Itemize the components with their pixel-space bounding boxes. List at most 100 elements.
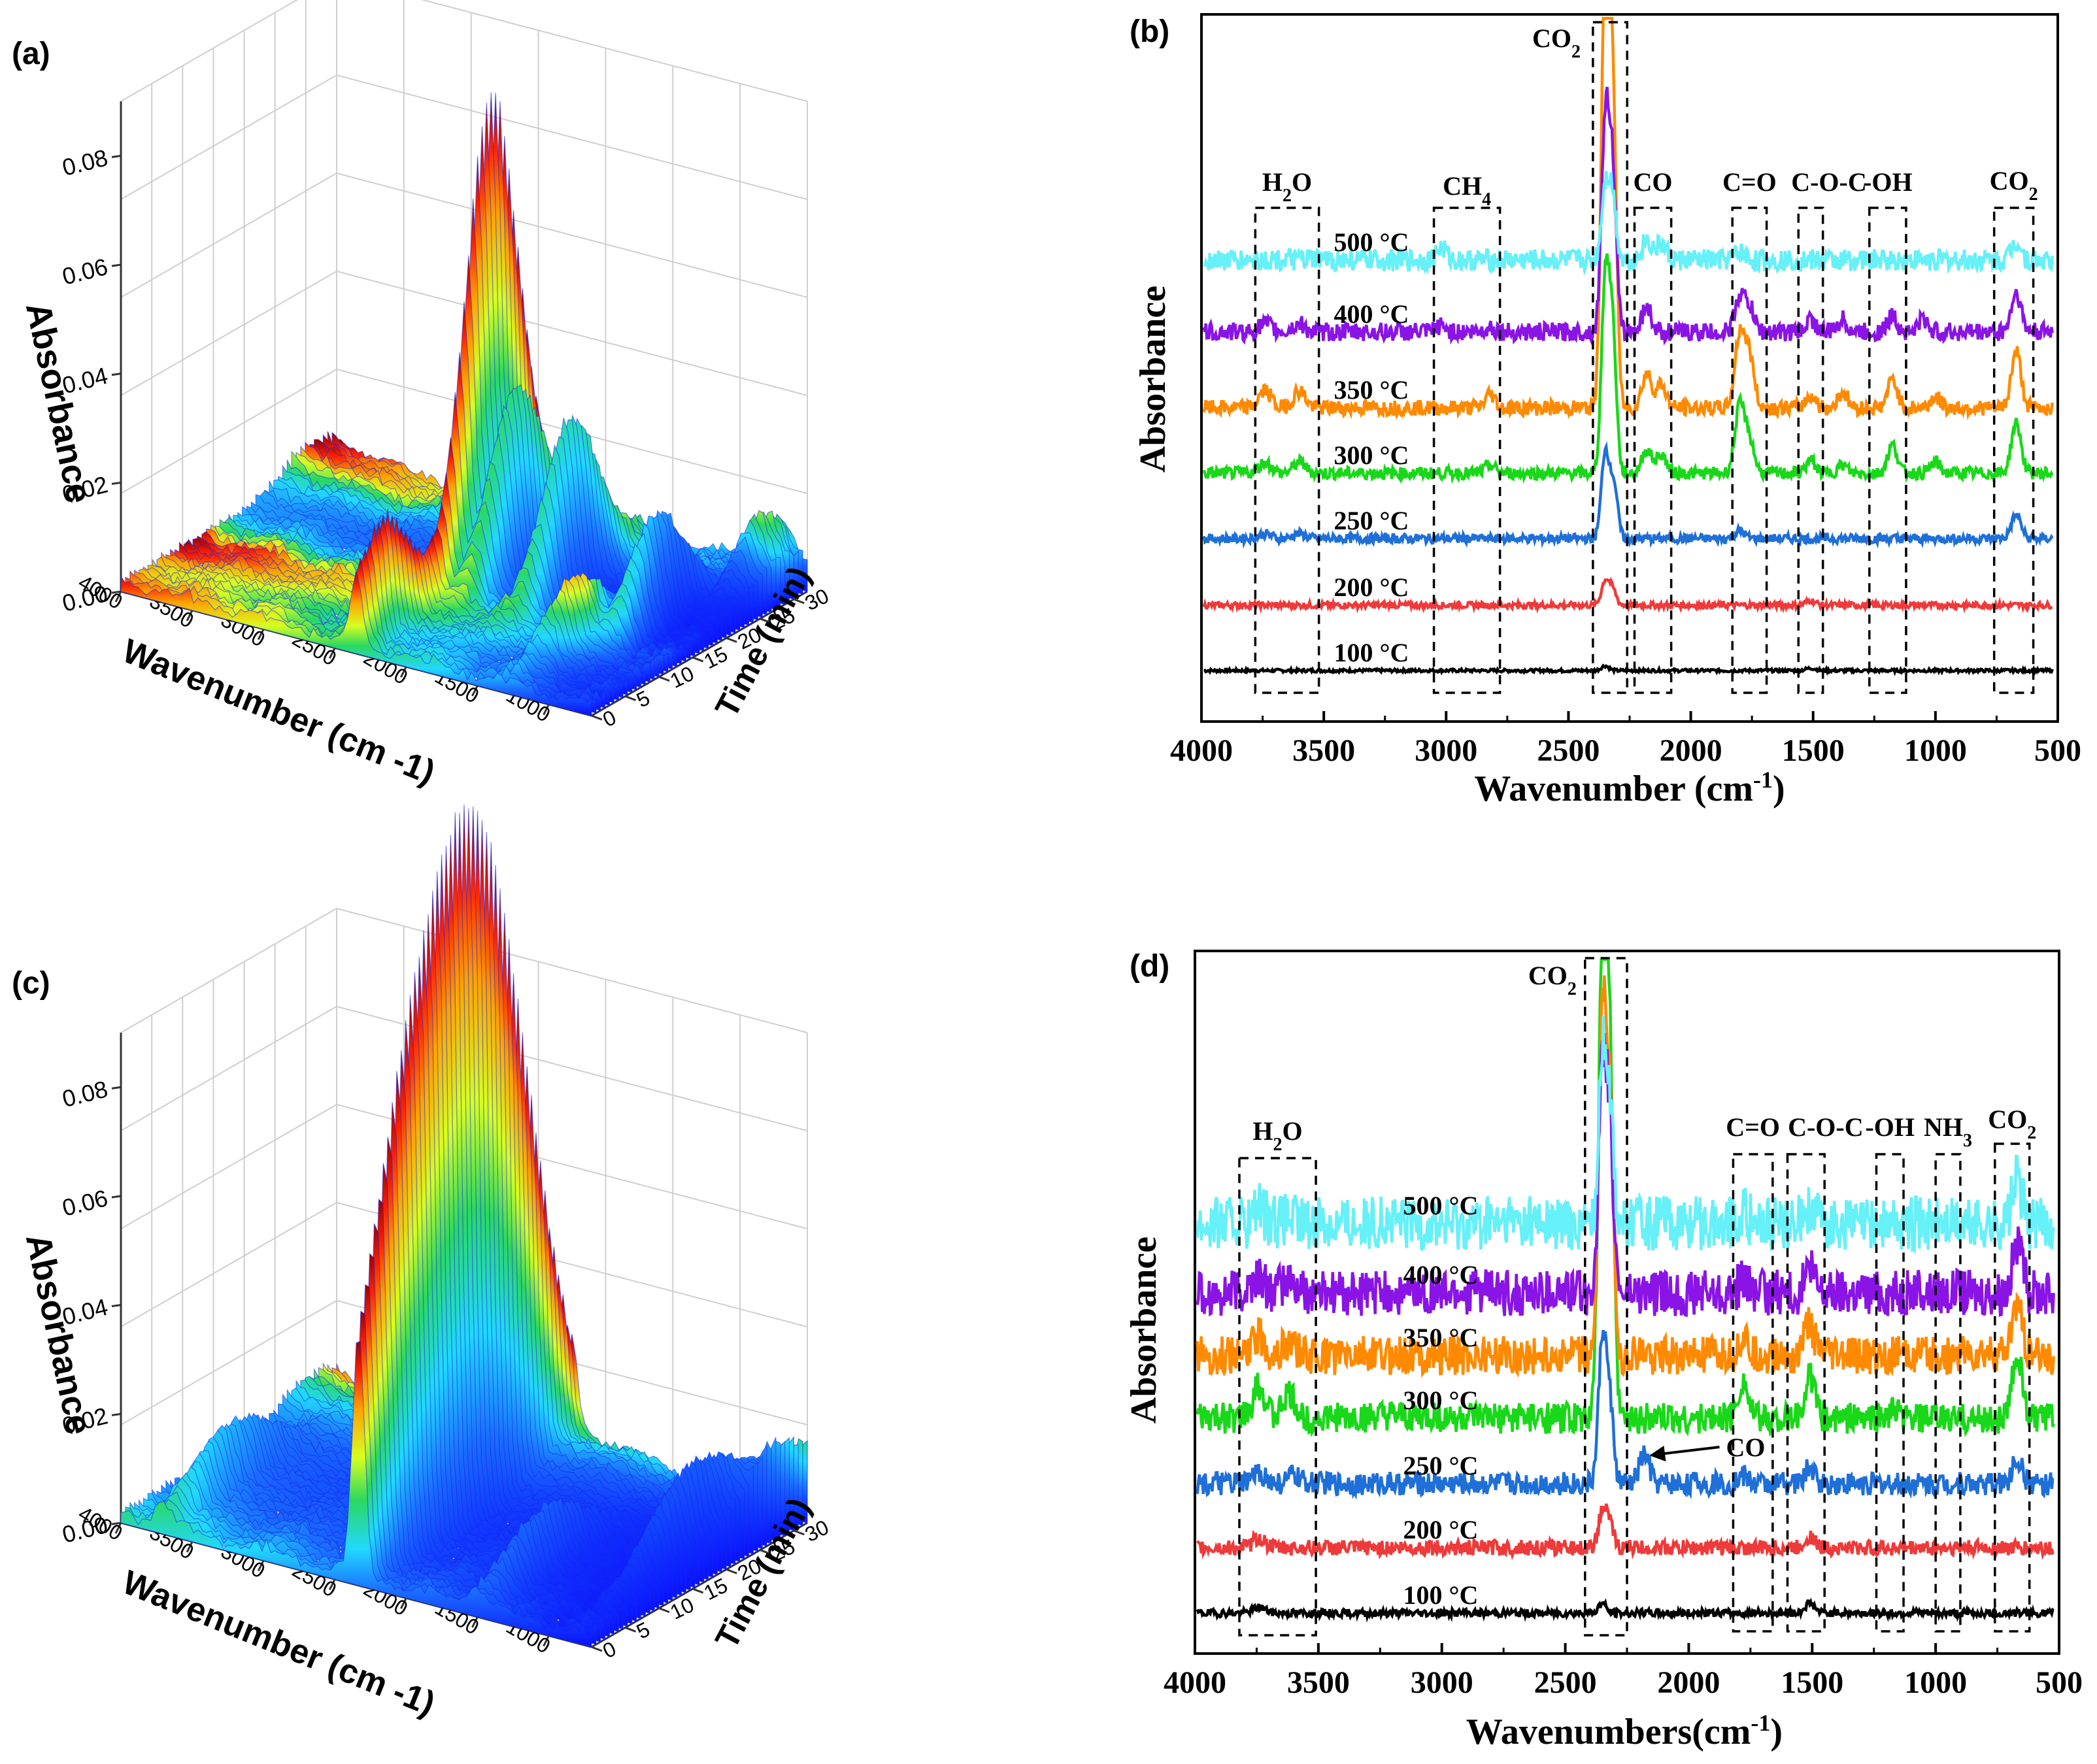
- region-box: [1633, 207, 1673, 694]
- x-tick-mark: [400, 1597, 407, 1609]
- grid-line: [120, 0, 299, 102]
- x-tick-mark: [400, 666, 407, 678]
- panel-b-y-axis-label: Absorbance: [1133, 286, 1173, 473]
- y-tick-mark: [793, 598, 805, 605]
- z-tick-label: 0.08: [59, 144, 110, 181]
- x-tick-mark: [471, 685, 478, 697]
- y-tick-label: 0: [599, 1637, 620, 1663]
- panel-b-x-ticks: 4000 3500 3000 2500 2000 1500 1000 500: [1170, 711, 2081, 768]
- z-tick-mark: [111, 1195, 122, 1199]
- grid-line: [120, 1104, 337, 1229]
- region-box: [1592, 21, 1629, 694]
- region-label: H2O: [1262, 167, 1312, 206]
- y-tick-mark: [726, 637, 737, 643]
- y-tick-mark: [658, 676, 670, 682]
- panel-a-surface: [120, 92, 808, 716]
- y-tick-mark: [658, 1607, 670, 1614]
- temperature-label: 300 °C: [1334, 441, 1409, 470]
- z-tick-label: 0.06: [59, 253, 110, 290]
- temperature-label: 200 °C: [1403, 1515, 1479, 1544]
- z-tick-mark: [111, 154, 122, 158]
- x-tick-label: 3000: [1411, 1665, 1473, 1700]
- x-tick-label: 3500: [1292, 733, 1355, 768]
- y-tick-label: 0: [599, 705, 620, 731]
- y-tick-mark: [726, 1568, 737, 1574]
- x-tick-label: 2000: [1660, 733, 1722, 768]
- grid-line: [120, 908, 337, 1033]
- grid-line: [120, 75, 337, 200]
- grid-line: [120, 1006, 337, 1131]
- region-label: CO2: [1988, 1105, 2036, 1143]
- region-label: C=O: [1726, 1112, 1780, 1142]
- region-label: -OH: [1865, 1112, 1915, 1142]
- spectrum-line-200c: [1196, 1503, 2055, 1561]
- temperature-label: 250 °C: [1334, 506, 1409, 535]
- z-tick-mark: [111, 1304, 122, 1308]
- x-tick-label: 2000: [1657, 1665, 1720, 1700]
- x-tick-label: 1500: [1781, 1665, 1843, 1700]
- temperature-label: 500 °C: [1403, 1191, 1479, 1220]
- temperature-label: 500 °C: [1334, 227, 1409, 257]
- z-tick-label: 0.06: [59, 1184, 110, 1222]
- region-box: [1868, 207, 1907, 694]
- grid-line: [120, 173, 337, 298]
- region-box: [1994, 1142, 2031, 1633]
- y-tick-mark: [591, 1646, 603, 1652]
- x-tick-mark: [257, 1559, 265, 1572]
- x-tick-label: 500: [2034, 733, 2081, 768]
- region-label: C-O-C: [1788, 1112, 1864, 1142]
- x-tick-mark: [328, 647, 336, 659]
- temperature-label: 300 °C: [1403, 1386, 1479, 1415]
- surface-strip: [120, 1340, 592, 1648]
- x-tick-mark: [257, 628, 265, 641]
- grid-line: [120, 1202, 337, 1327]
- y-tick-mark: [692, 1588, 704, 1594]
- co-arrow-label: CO: [1726, 1433, 1765, 1462]
- x-tick-mark: [328, 1578, 336, 1591]
- grid-line: [336, 908, 808, 1033]
- panel-d-region-boxes: H2O CO2 C=O C-O-C -OH NH3 CO2 CO: [1238, 957, 2036, 1637]
- surface-strip: [120, 570, 592, 716]
- x-tick-mark: [543, 704, 550, 716]
- region-box: [1786, 1153, 1826, 1633]
- z-tick-label: 0.08: [59, 1075, 110, 1112]
- x-tick-label: 3500: [1287, 1665, 1350, 1700]
- y-tick-mark: [692, 656, 704, 663]
- z-tick-mark: [111, 1522, 122, 1525]
- x-tick-mark: [543, 1635, 550, 1647]
- panel-d-x-axis-label: Wavenumbers(cm-1): [1466, 1710, 1783, 1752]
- y-tick-mark: [793, 1529, 805, 1536]
- spectrum-line-350c: [1202, 16, 2055, 421]
- panel-b-label: (b): [1130, 14, 1169, 49]
- temperature-label: 400 °C: [1334, 299, 1409, 329]
- region-box: [1731, 207, 1768, 694]
- region-label: CO: [1634, 167, 1673, 197]
- panel-b-ftir-spectra: (b) 4000 3500 3000 2500 2000 1500 1000 500 100 …: [1130, 13, 2081, 809]
- grid-line: [336, 75, 808, 200]
- panel-a-label: (a): [12, 37, 50, 71]
- z-tick-mark: [111, 263, 122, 267]
- region-box: [1584, 957, 1628, 1637]
- region-label: C=O: [1722, 167, 1777, 197]
- spectrum-line-350c: [1196, 975, 2055, 1378]
- x-tick-label: 2500: [1537, 733, 1600, 768]
- spectrum-line-300c: [1196, 957, 2055, 1438]
- temperature-label: 250 °C: [1403, 1451, 1479, 1480]
- region-box: [1732, 1153, 1774, 1633]
- x-tick-mark: [114, 1522, 122, 1534]
- panel-c-label: (c): [12, 966, 50, 1001]
- panel-b-plot-frame: [1200, 13, 2059, 723]
- z-tick-mark: [111, 1086, 122, 1090]
- spectrum-line-100c: [1196, 1597, 2055, 1623]
- y-tick-mark: [591, 714, 603, 721]
- region-label: H2O: [1252, 1116, 1302, 1155]
- panel-d-ftir-spectra: (d) 4000 3500 3000 2500 2000 1500 1000 500 100 …: [1124, 949, 2083, 1752]
- panel-d-spectra: 100 °C 200 °C 250 °C 300 °C 350 °C 400 °C 500 …: [1196, 957, 2055, 1623]
- panel-d-y-axis-label: Absorbance: [1124, 1237, 1164, 1423]
- panel-c-z-axis-label: Absorbance: [18, 1230, 99, 1438]
- x-tick-mark: [114, 591, 122, 603]
- grid-line: [120, 271, 337, 396]
- region-box: [1238, 1157, 1317, 1637]
